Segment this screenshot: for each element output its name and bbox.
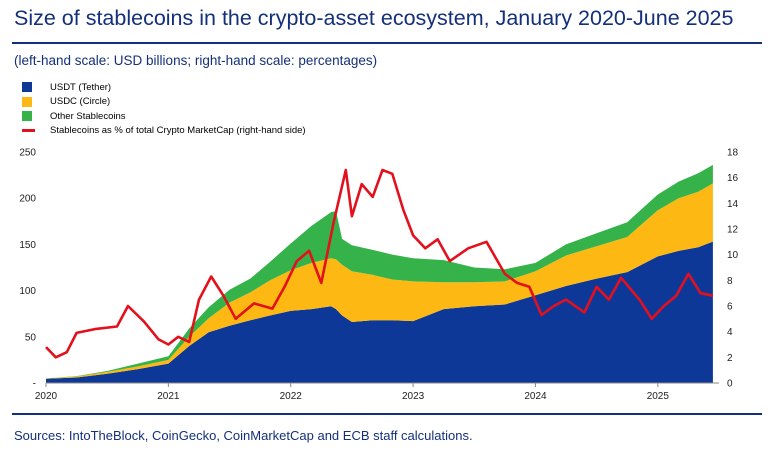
legend-swatch-usdt [22,82,32,93]
legend-label-ratio: Stablecoins as % of total Crypto MarketC… [50,125,306,137]
y-right-tick-label: 8 [727,276,733,287]
x-tick-label: 2021 [157,391,180,402]
y-left-tick-label: 50 [25,332,37,343]
y-left-tick-label: 250 [19,148,36,159]
legend-swatch-other [22,111,32,122]
area-series-usdt [46,241,713,383]
legend-item-usdt: USDT (Tether) [22,80,306,95]
y-left-tick-label: - [33,379,36,390]
y-right-tick-label: 0 [727,379,733,390]
legend-label-other: Other Stablecoins [50,110,126,122]
legend-item-other: Other Stablecoins [22,109,306,124]
y-right-tick-label: 16 [727,173,739,184]
x-tick-label: 2022 [280,391,303,402]
source-rule [12,413,762,415]
source-note: Sources: IntoTheBlock, CoinGecko, CoinMa… [14,428,473,443]
y-left-tick-label: 200 [19,194,36,205]
chart-canvas: - 50 100 150 200 250 0 2 4 6 8 10 12 14 16 18 2020 2021 20… [19,148,739,403]
area-series-other [46,164,713,379]
y-right-tick-label: 14 [727,199,739,210]
y-left-tick-label: 150 [19,240,36,251]
legend-item-usdc: USDC (Circle) [22,95,306,110]
title-rule [12,42,762,44]
y-left-tick-label: 100 [19,286,36,297]
y-right-tick-label: 10 [727,250,739,261]
y-right-tick-label: 12 [727,225,739,236]
y-right-tick-label: 4 [727,327,733,338]
x-tick-label: 2025 [647,391,670,402]
x-tick-label: 2020 [35,391,58,402]
x-tick-label: 2023 [402,391,425,402]
chart-subtitle: (left-hand scale: USD billions; right-ha… [14,53,378,68]
area-series-usdc [46,183,713,379]
legend-swatch-ratio [22,129,35,133]
legend-label-usdc: USDC (Circle) [50,96,111,108]
x-tick-label: 2024 [524,391,547,402]
y-right-tick-label: 18 [727,148,739,159]
line-series-ratio [45,168,714,359]
legend-item-ratio: Stablecoins as % of total Crypto MarketC… [22,124,306,139]
legend-swatch-usdc [22,96,32,107]
legend-label-usdt: USDT (Tether) [50,81,112,93]
y-right-tick-label: 2 [727,353,733,364]
y-right-tick-label: 6 [727,302,733,313]
chart-legend: USDT (Tether) USDC (Circle) Other Stable… [22,80,306,138]
chart-title: Size of stablecoins in the crypto-asset … [14,6,734,30]
